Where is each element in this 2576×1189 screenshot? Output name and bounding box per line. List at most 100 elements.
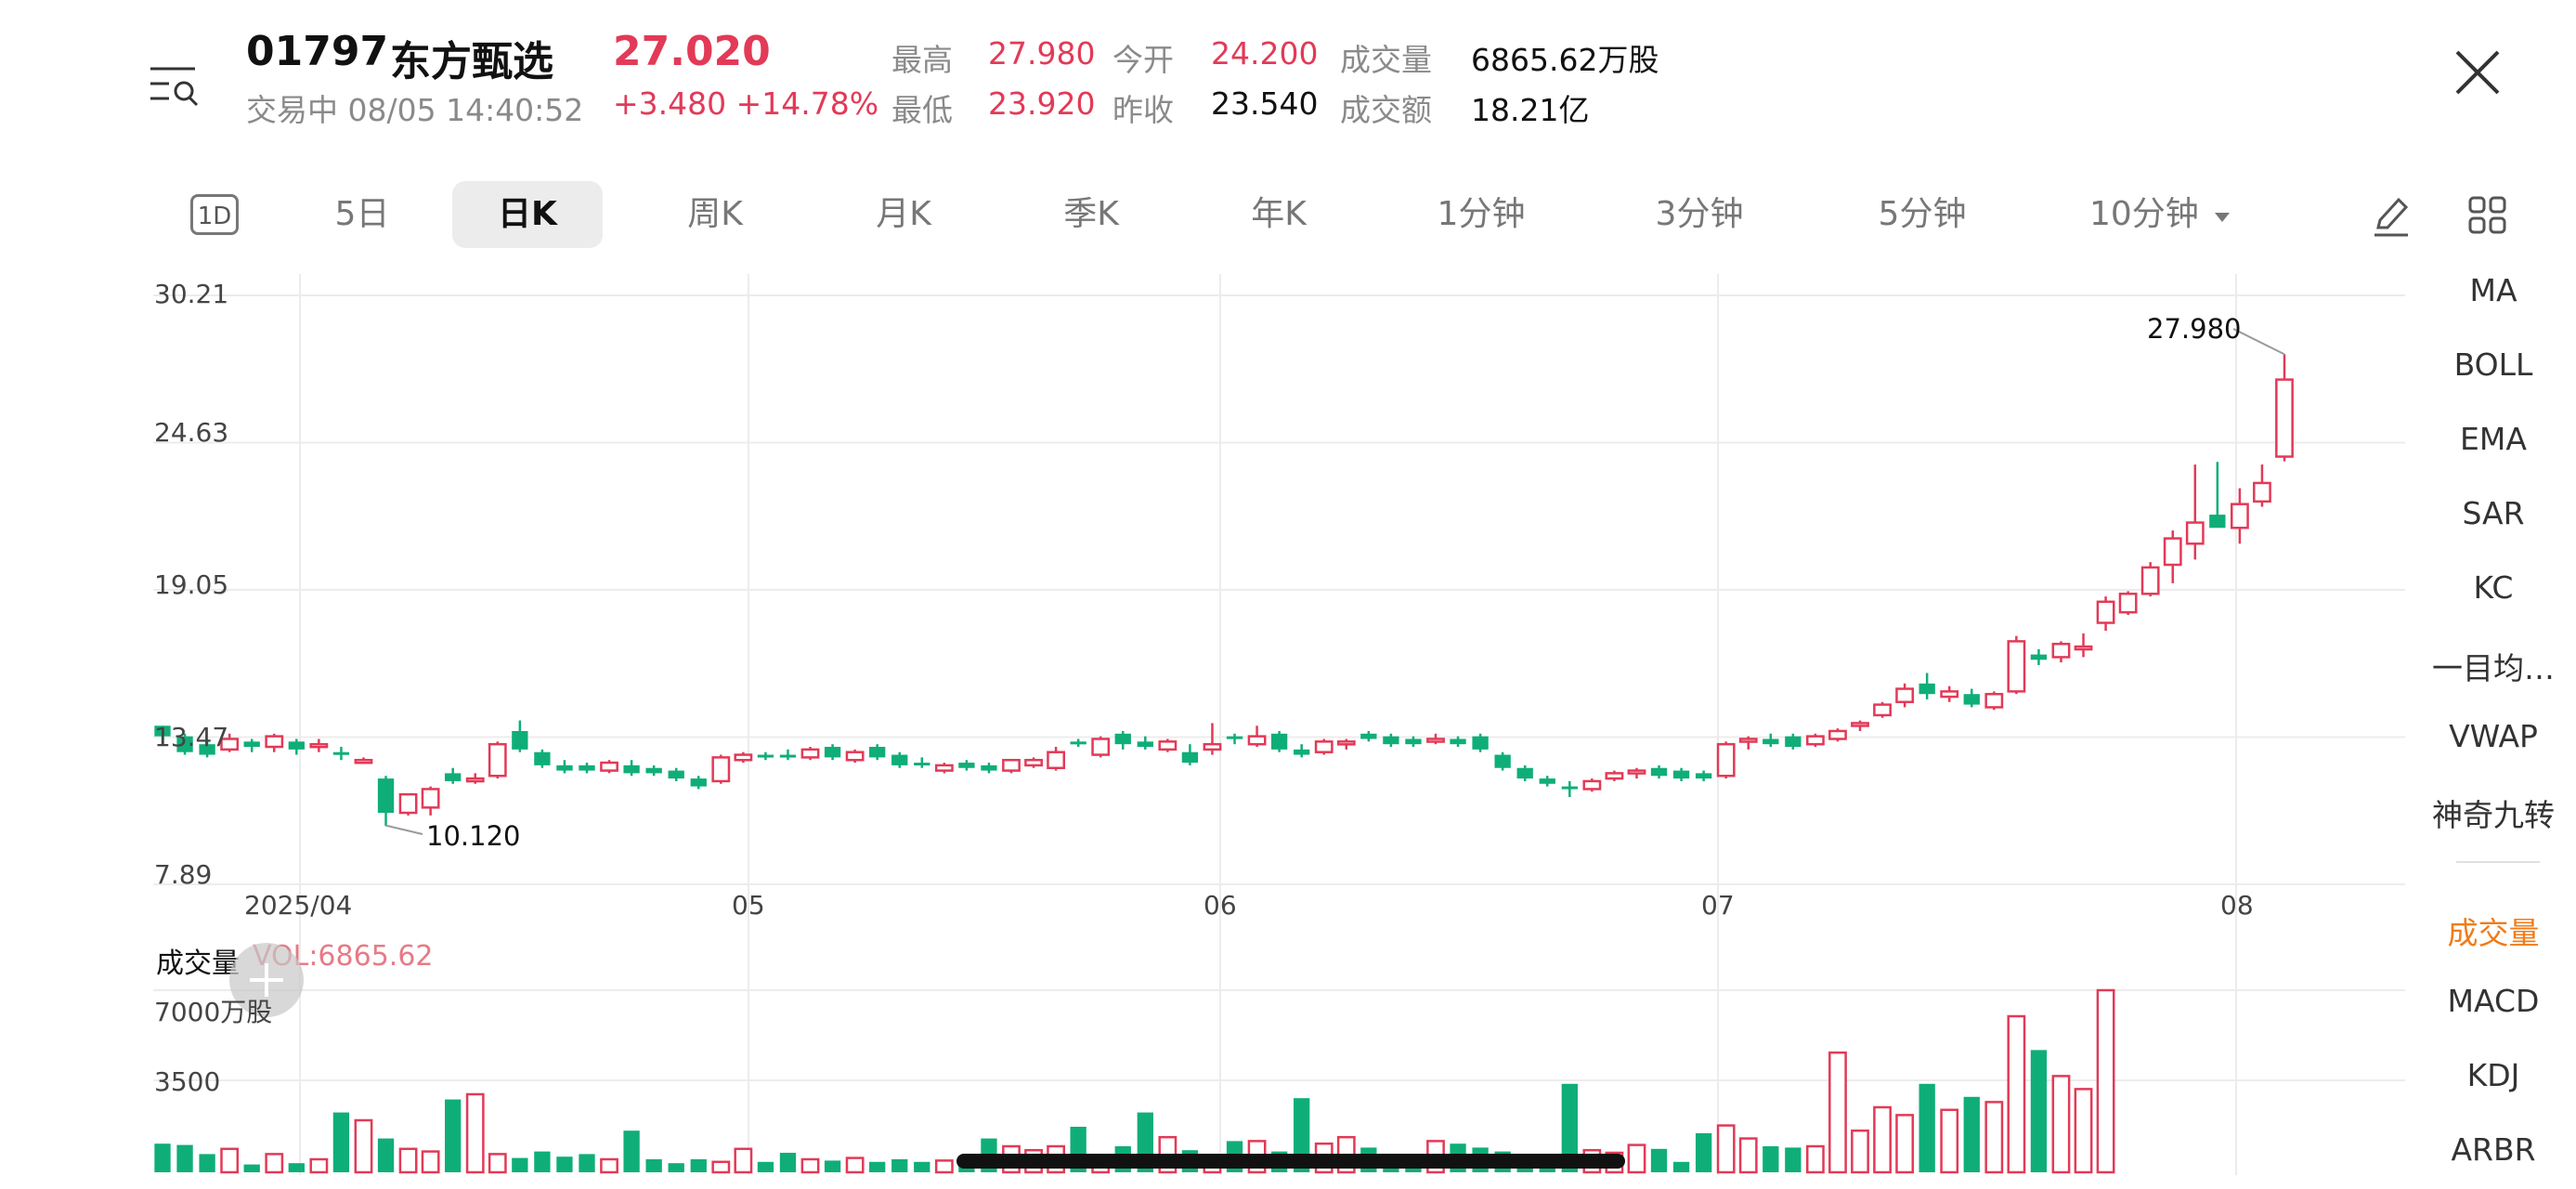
candle-body [1919,683,1935,695]
candle-body [1091,738,1111,756]
indicator-ema[interactable]: EMA [2460,421,2527,457]
tab-3min[interactable]: 3分钟 [1655,195,1744,233]
open-label: 今开 [1112,42,1174,78]
prev-close-label: 昨收 [1112,92,1174,128]
volume-bar [176,1144,193,1172]
candle-body [800,748,820,759]
menu-search-icon[interactable] [149,65,204,111]
volume-bar [934,1159,954,1174]
vol-tick-mid: 3500 [154,1066,221,1097]
indicator-kc[interactable]: KC [2473,569,2514,606]
volume-bar [354,1118,373,1174]
volume-bar [421,1150,440,1174]
volume-bar [2074,1088,2093,1174]
tab-yearly-k[interactable]: 年K [1251,195,1307,233]
candle-body [2096,600,2115,624]
volume-bar [1984,1101,2004,1174]
tab-monthly-k[interactable]: 月K [876,195,931,233]
volume-bar [398,1147,418,1174]
candle-body [1672,770,1690,779]
trading-status: 交易中 08/05 14:40:52 [246,92,584,128]
tab-weekly-k[interactable]: 周K [687,195,743,233]
y-tick-3: 19.05 [154,569,229,600]
turnover-label: 成交额 [1340,92,1432,128]
indicator-volume[interactable]: 成交量 [2447,915,2540,951]
candle-body [512,730,528,750]
max-leader-line [2232,328,2285,356]
indicator-boll[interactable]: BOLL [2453,346,2533,383]
volume-bar [288,1163,305,1172]
indicator-magic-nine[interactable]: 神奇九转 [2432,797,2555,833]
candle-body [1561,786,1578,790]
pencil-icon[interactable] [2371,194,2412,241]
caret-down-icon[interactable] [2214,209,2231,227]
candle-body [1695,773,1712,779]
candle-body [2209,515,2226,529]
x-tick-jun: 06 [1203,890,1237,921]
candle-body [757,754,774,758]
tab-5min[interactable]: 5分钟 [1878,195,1967,233]
tab-daily-k[interactable]: 日K [452,181,603,248]
home-indicator-bar [956,1154,1625,1169]
candle-body [176,736,193,752]
indicator-ma[interactable]: MA [2469,272,2517,308]
volume-bar [734,1147,753,1174]
tab-5day[interactable]: 5日 [334,195,390,233]
candle-body [2074,645,2093,651]
candle-body [2007,640,2026,693]
candle-body [1314,740,1334,753]
candle-body [1158,740,1177,751]
indicator-ichimoku[interactable]: 一目均… [2432,650,2555,686]
high-value: 27.980 [988,35,1096,72]
stock-name: 东方甄选 [390,38,553,85]
candle-body [1738,738,1758,743]
candle-body [421,788,440,809]
y-tick-bottom: 7.89 [154,859,213,890]
turnover-value: 18.21亿 [1471,92,1590,128]
indicator-arbr[interactable]: ARBR [2451,1131,2536,1168]
candle-body [2253,481,2271,503]
volume-bar [1561,1083,1578,1172]
candle-body [2051,642,2071,659]
tab-1min[interactable]: 1分钟 [1437,195,1526,233]
candle-body [1114,733,1131,745]
prev-close-value: 23.540 [1211,85,1319,122]
volume-bar [377,1138,395,1172]
volume-bar [1851,1129,1869,1174]
candle-body [309,742,329,749]
candle-body [1383,736,1399,745]
tab-quarterly-k[interactable]: 季K [1063,195,1119,233]
indicator-kdj[interactable]: KDJ [2466,1057,2520,1093]
volume-bar [1940,1108,1959,1174]
candle-body [1047,751,1066,769]
indicator-macd[interactable]: MACD [2447,983,2540,1019]
candle-body [914,763,930,766]
candle-body [1627,769,1646,775]
tab-1d[interactable]: 1D [190,194,239,235]
candlestick-chart[interactable] [0,0,2405,1189]
grid-icon[interactable] [2468,196,2507,239]
volume-bar [199,1154,215,1172]
candle-body [1605,772,1624,780]
candle-body [579,764,595,771]
open-value: 24.200 [1211,35,1319,72]
candle-body [1895,687,1915,703]
candle-body [398,792,418,815]
volume-bar [1627,1143,1646,1174]
add-indicator-button[interactable] [229,943,304,1017]
volume-bar [1716,1124,1736,1174]
indicator-vwap[interactable]: VWAP [2449,718,2538,754]
volume-bar [534,1151,551,1172]
candle-body [1336,740,1356,746]
close-icon[interactable] [2452,46,2504,98]
candle-body [1294,749,1310,755]
candle-body [154,725,171,737]
tab-10min[interactable]: 10分钟 [2089,195,2199,233]
y-tick-top: 30.21 [154,279,229,309]
volume-bar [1828,1051,1847,1174]
indicator-sar[interactable]: SAR [2462,495,2525,531]
candle-body [1650,767,1668,777]
y-tick-2: 24.63 [154,417,229,448]
candle-body [1137,741,1153,748]
volume-bar [757,1161,774,1172]
